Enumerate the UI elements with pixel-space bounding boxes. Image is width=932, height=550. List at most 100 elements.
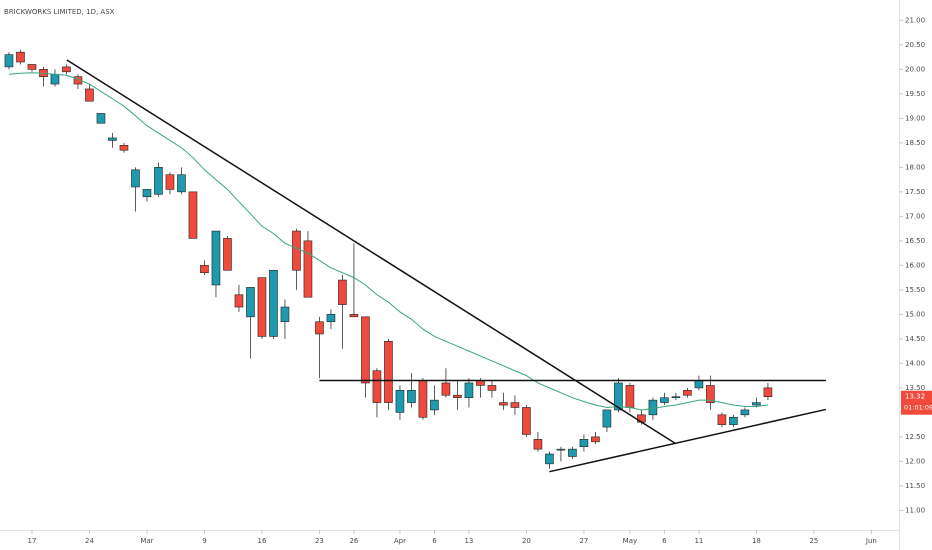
candle-body: [85, 88, 94, 102]
candle-body: [280, 306, 290, 323]
candle-body: [706, 385, 715, 403]
y-tick-label: 12.50: [905, 433, 925, 441]
x-tick-label: May: [623, 537, 637, 545]
candle-body: [234, 294, 244, 308]
candle-body: [683, 390, 692, 396]
candle-body: [142, 189, 152, 198]
candle-body: [729, 416, 738, 425]
candle-body: [246, 287, 255, 318]
candle-body: [499, 402, 508, 406]
x-tick-label: 17: [28, 537, 37, 545]
candle-body: [119, 145, 129, 151]
candle-body: [591, 436, 600, 443]
x-tick-label: 11: [694, 537, 703, 545]
candle-body: [315, 321, 324, 335]
y-tick-label: 17.00: [905, 212, 925, 220]
candle-body: [27, 64, 37, 70]
candle-body: [16, 51, 25, 63]
y-tick-label: 12.00: [905, 457, 925, 465]
candle-body: [614, 382, 623, 411]
y-tick-label: 19.50: [905, 90, 925, 98]
y-tick-label: 20.50: [905, 41, 925, 49]
x-tick-label: 26: [349, 537, 358, 545]
y-tick-label: 14.50: [905, 335, 925, 343]
candle-body: [188, 191, 198, 239]
candle-body: [395, 390, 405, 413]
candle-body: [200, 265, 209, 274]
candle-body: [464, 382, 474, 398]
candle-body: [660, 397, 669, 403]
trend-line: [549, 408, 827, 473]
y-tick-label: 15.50: [905, 286, 925, 294]
candle-body: [384, 341, 393, 403]
candle-body: [487, 385, 497, 391]
y-tick-label: 13.50: [905, 384, 925, 392]
y-tick-label: 21.00: [905, 16, 925, 24]
candle-body: [752, 402, 761, 406]
candle-body: [694, 380, 704, 389]
candle-body: [223, 238, 232, 271]
candle-body: [763, 387, 773, 398]
candle-body: [533, 439, 543, 450]
candle-body: [131, 169, 140, 188]
candle-body: [257, 277, 267, 337]
candle-body: [441, 382, 451, 396]
x-tick-label: Apr: [394, 537, 406, 545]
last-price-label: 13.32: [905, 393, 925, 401]
y-tick-label: 16.00: [905, 261, 925, 269]
x-tick-label: 18: [752, 537, 761, 545]
x-tick-label: 27: [579, 537, 588, 545]
y-tick-label: 11.00: [905, 506, 925, 514]
candle-body: [545, 453, 554, 465]
y-tick-label: 18.00: [905, 163, 925, 171]
x-tick-label: 24: [85, 537, 94, 545]
candle-body: [740, 409, 750, 416]
y-tick-label: 14.00: [905, 359, 925, 367]
candle-body: [108, 137, 117, 141]
x-tick-label: 20: [522, 537, 531, 545]
y-tick-label: 17.50: [905, 188, 925, 196]
candle-body: [177, 174, 186, 193]
candle-body: [430, 399, 439, 411]
y-tick-label: 11.50: [905, 482, 925, 490]
candle-body: [4, 54, 14, 68]
candle-body: [211, 230, 221, 286]
candle-body: [62, 66, 71, 73]
x-tick-label: 6: [662, 537, 667, 545]
candle-body: [602, 409, 612, 428]
candle-body: [522, 407, 531, 435]
moving-average-line: [8, 72, 768, 411]
candle-body: [671, 396, 681, 399]
candle-body: [165, 174, 175, 190]
candle-body: [372, 370, 382, 403]
x-tick-label: 9: [202, 537, 206, 545]
x-tick-label: 6: [432, 537, 437, 545]
candle-body: [349, 314, 359, 318]
y-tick-label: 16.50: [905, 237, 925, 245]
x-tick-label: 25: [809, 537, 818, 545]
candle-body: [303, 240, 313, 298]
candle-body: [96, 113, 106, 124]
candle-body: [50, 73, 60, 85]
candle-body: [269, 269, 278, 337]
y-tick-label: 15.00: [905, 310, 925, 318]
candle-body: [418, 380, 428, 418]
last-price-box: [901, 390, 932, 415]
x-tick-label: 23: [315, 537, 324, 545]
x-tick-label: Mar: [140, 537, 153, 545]
candle-body: [338, 279, 347, 305]
x-tick-label: Jun: [865, 537, 877, 545]
y-tick-label: 20.00: [905, 65, 925, 73]
candle-body: [453, 394, 462, 398]
x-tick-label: 13: [464, 537, 473, 545]
candle-body: [579, 439, 589, 447]
chart-title: BRICKWORKS LIMITED, 1D, ASX: [4, 8, 115, 16]
candle-body: [361, 316, 370, 384]
candle-body: [292, 230, 301, 271]
candle-body: [510, 402, 520, 408]
x-tick-label: 16: [257, 537, 266, 545]
candle-body: [556, 448, 566, 451]
y-tick-label: 18.50: [905, 139, 925, 147]
